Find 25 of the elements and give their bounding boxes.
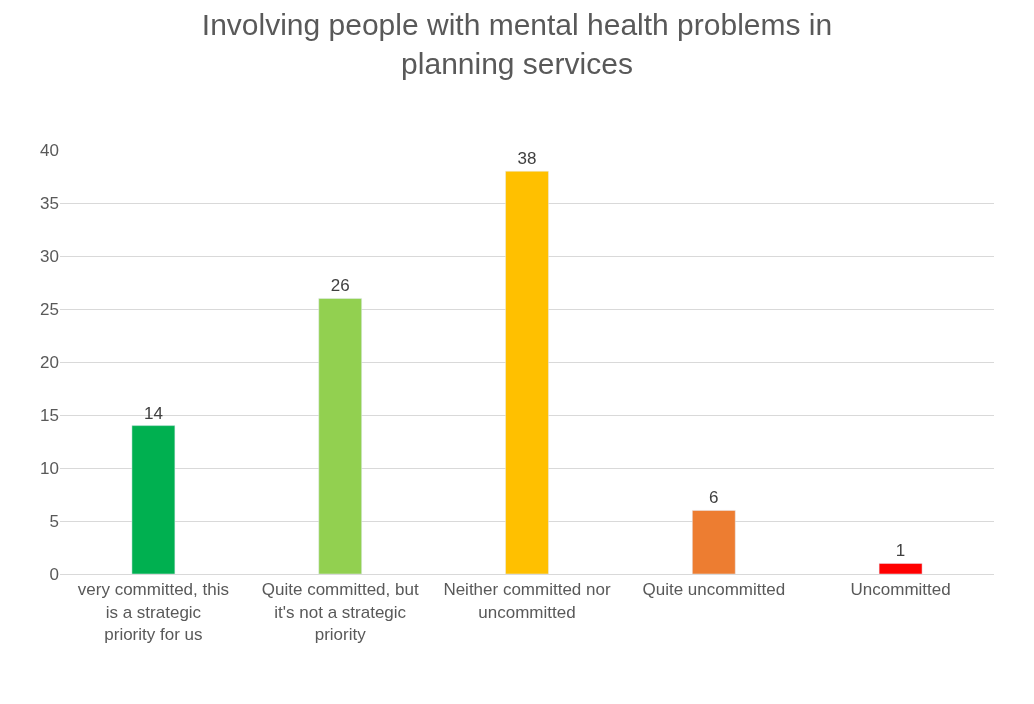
y-tick-label: 15 (40, 405, 59, 425)
data-label: 26 (330, 276, 350, 296)
bar (878, 563, 923, 574)
x-tick-label: Neither committed nor uncommitted (443, 580, 611, 622)
data-label: 38 (517, 149, 537, 169)
bar (505, 170, 549, 574)
chart-title: Involving people with mental health problems in planning services (201, 8, 833, 81)
x-tick-label: very committed, this is a strategic priority for us (77, 580, 229, 644)
data-label: 14 (143, 403, 163, 423)
y-tick-label: 40 (40, 140, 59, 160)
bar (131, 425, 176, 574)
y-tick-label: 25 (40, 299, 59, 319)
y-tick-label: 30 (40, 246, 59, 266)
y-tick-label: 20 (40, 352, 59, 372)
data-label: 6 (709, 488, 719, 508)
x-tick-label: Uncommitted (850, 580, 951, 600)
y-tick-label: 5 (49, 511, 59, 531)
x-tick-label: Quite committed, but it's not a strategic priority (261, 580, 419, 644)
bar (692, 510, 736, 574)
bar (318, 298, 362, 574)
y-tick-label: 10 (40, 458, 59, 478)
y-tick-label: 35 (40, 193, 59, 213)
x-tick-label: Quite uncommitted (642, 580, 786, 600)
data-label: 1 (895, 541, 906, 561)
y-tick-label: 0 (49, 564, 59, 584)
